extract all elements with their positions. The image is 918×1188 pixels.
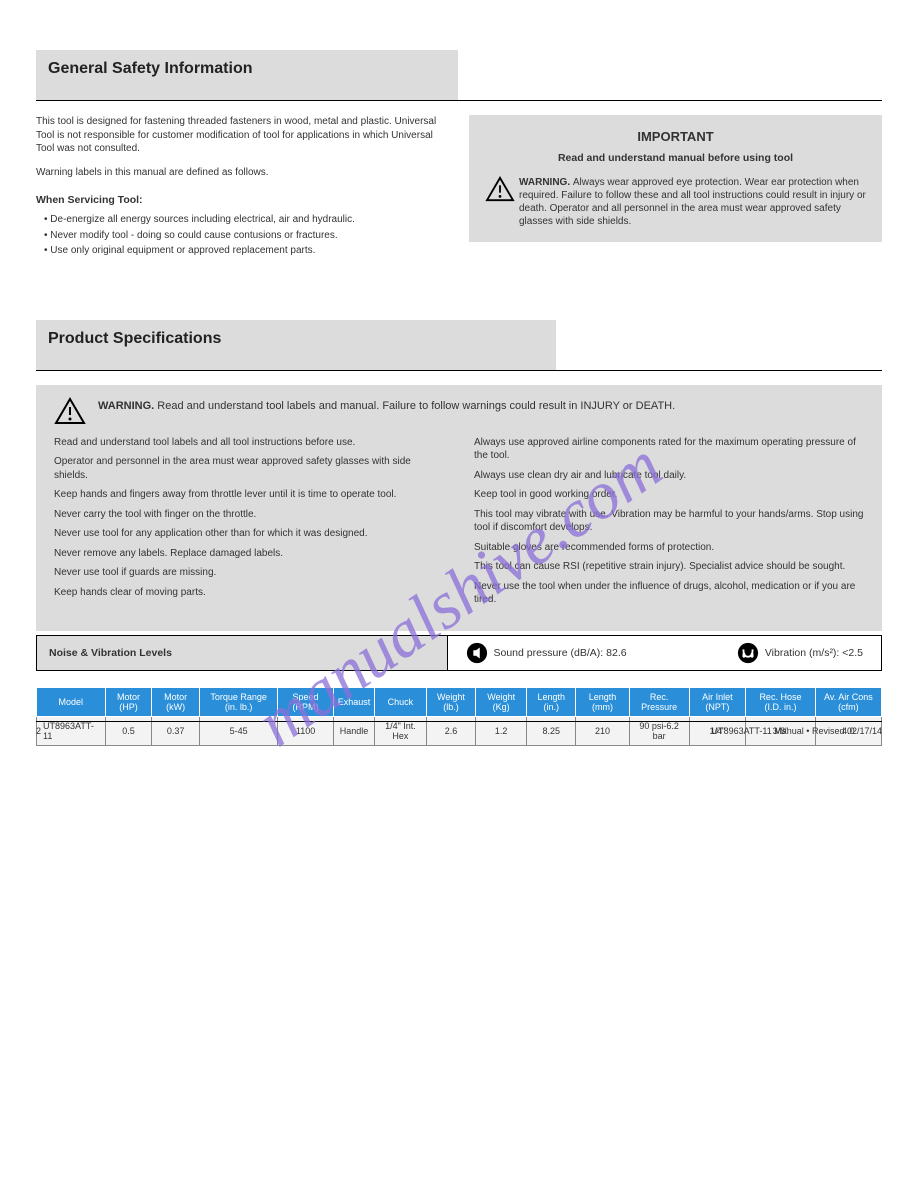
bullet-item: Never modify tool - doing so could cause… — [44, 229, 449, 243]
warning-box: IMPORTANT Read and understand manual bef… — [469, 115, 882, 242]
section-header-safety: General Safety Information — [36, 50, 882, 101]
section-header-specs: Product Specifications — [36, 320, 882, 371]
warning-body: WARNING. Always wear approved eye protec… — [519, 176, 866, 228]
th: Model — [37, 687, 106, 717]
bullets-heading: When Servicing Tool: — [36, 193, 449, 207]
page-number: 2 — [36, 726, 41, 736]
th: Exhaust — [333, 687, 375, 717]
safety-columns: This tool is designed for fastening thre… — [36, 115, 882, 260]
spec-point: Always use approved airline components r… — [474, 436, 864, 463]
spec-point: Read and understand tool labels and all … — [54, 436, 444, 450]
spec-point: Always use clean dry air and lubricate t… — [474, 469, 864, 483]
spec-point: Never use the tool when under the influe… — [474, 580, 864, 607]
sound-icon — [466, 642, 488, 664]
spec-table: Model Motor (HP) Motor (kW) Torque Range… — [36, 687, 882, 747]
spec-warning-right: Always use approved airline components r… — [474, 436, 864, 613]
vibration-value: Vibration (m/s²): <2.5 — [765, 647, 863, 659]
th: Motor (kW) — [152, 687, 199, 717]
section-title: Product Specifications — [36, 320, 556, 370]
section-title: General Safety Information — [36, 50, 458, 100]
th: Speed (RPM) — [278, 687, 333, 717]
sound-value: Sound pressure (dB/A): 82.6 — [494, 647, 627, 659]
spec-point: Suitable gloves are recommended forms of… — [474, 541, 864, 555]
service-bullets: When Servicing Tool: De-energize all ene… — [36, 193, 449, 258]
th: Weight (lb.) — [426, 687, 476, 717]
bullet-item: Use only original equipment or approved … — [44, 244, 449, 258]
noise-label: Noise & Vibration Levels — [37, 636, 447, 670]
spec-point: This tool may vibrate with use. Vibratio… — [474, 508, 864, 535]
spec-warning-left: Read and understand tool labels and all … — [54, 436, 444, 613]
spec-warning-lead: WARNING. Read and understand tool labels… — [98, 397, 864, 413]
page-footer: 2 UT8963ATT-11 Manual • Revised 02/17/14 — [36, 721, 882, 736]
spec-point: Never use tool if guards are missing. — [54, 566, 444, 580]
bullet-item: De-energize all energy sources including… — [44, 213, 449, 227]
spec-point: Never remove any labels. Replace damaged… — [54, 547, 444, 561]
footer-right: UT8963ATT-11 Manual • Revised 02/17/14 — [712, 726, 882, 736]
th: Weight (Kg) — [476, 687, 527, 717]
noise-vibration-row: Noise & Vibration Levels Sound pressure … — [36, 635, 882, 671]
warning-triangle-icon — [54, 397, 86, 428]
spec-point: Keep hands clear of moving parts. — [54, 586, 444, 600]
warning-column: IMPORTANT Read and understand manual bef… — [469, 115, 882, 260]
intro-p2: Warning labels in this manual are define… — [36, 166, 449, 180]
th: Air Inlet (NPT) — [689, 687, 746, 717]
warning-triangle-icon — [485, 176, 515, 206]
spec-point: Operator and personnel in the area must … — [54, 455, 444, 482]
th: Rec. Pressure — [629, 687, 689, 717]
warning-sub: Read and understand manual before using … — [485, 152, 866, 166]
th: Chuck — [375, 687, 426, 717]
spec-point: This tool can cause RSI (repetitive stra… — [474, 560, 864, 574]
table-header-row: Model Motor (HP) Motor (kW) Torque Range… — [37, 687, 882, 717]
bullets-list: De-energize all energy sources including… — [36, 213, 449, 258]
intro-column: This tool is designed for fastening thre… — [36, 115, 449, 260]
ear-protection-icon — [737, 642, 759, 664]
th: Rec. Hose (I.D. in.) — [746, 687, 816, 717]
th: Length (in.) — [527, 687, 576, 717]
th: Av. Air Cons (cfm) — [815, 687, 881, 717]
spec-point: Never use tool for any application other… — [54, 527, 444, 541]
th: Length (mm) — [576, 687, 629, 717]
spec-point: Never carry the tool with finger on the … — [54, 508, 444, 522]
warning-header: IMPORTANT — [485, 129, 866, 146]
intro-p1: This tool is designed for fastening thre… — [36, 115, 449, 156]
th: Torque Range (in. lb.) — [199, 687, 278, 717]
spec-warning-box: WARNING. Read and understand tool labels… — [36, 385, 882, 631]
spec-point: Keep hands and fingers away from throttl… — [54, 488, 444, 502]
th: Motor (HP) — [105, 687, 152, 717]
spec-point: Keep tool in good working order. — [474, 488, 864, 502]
